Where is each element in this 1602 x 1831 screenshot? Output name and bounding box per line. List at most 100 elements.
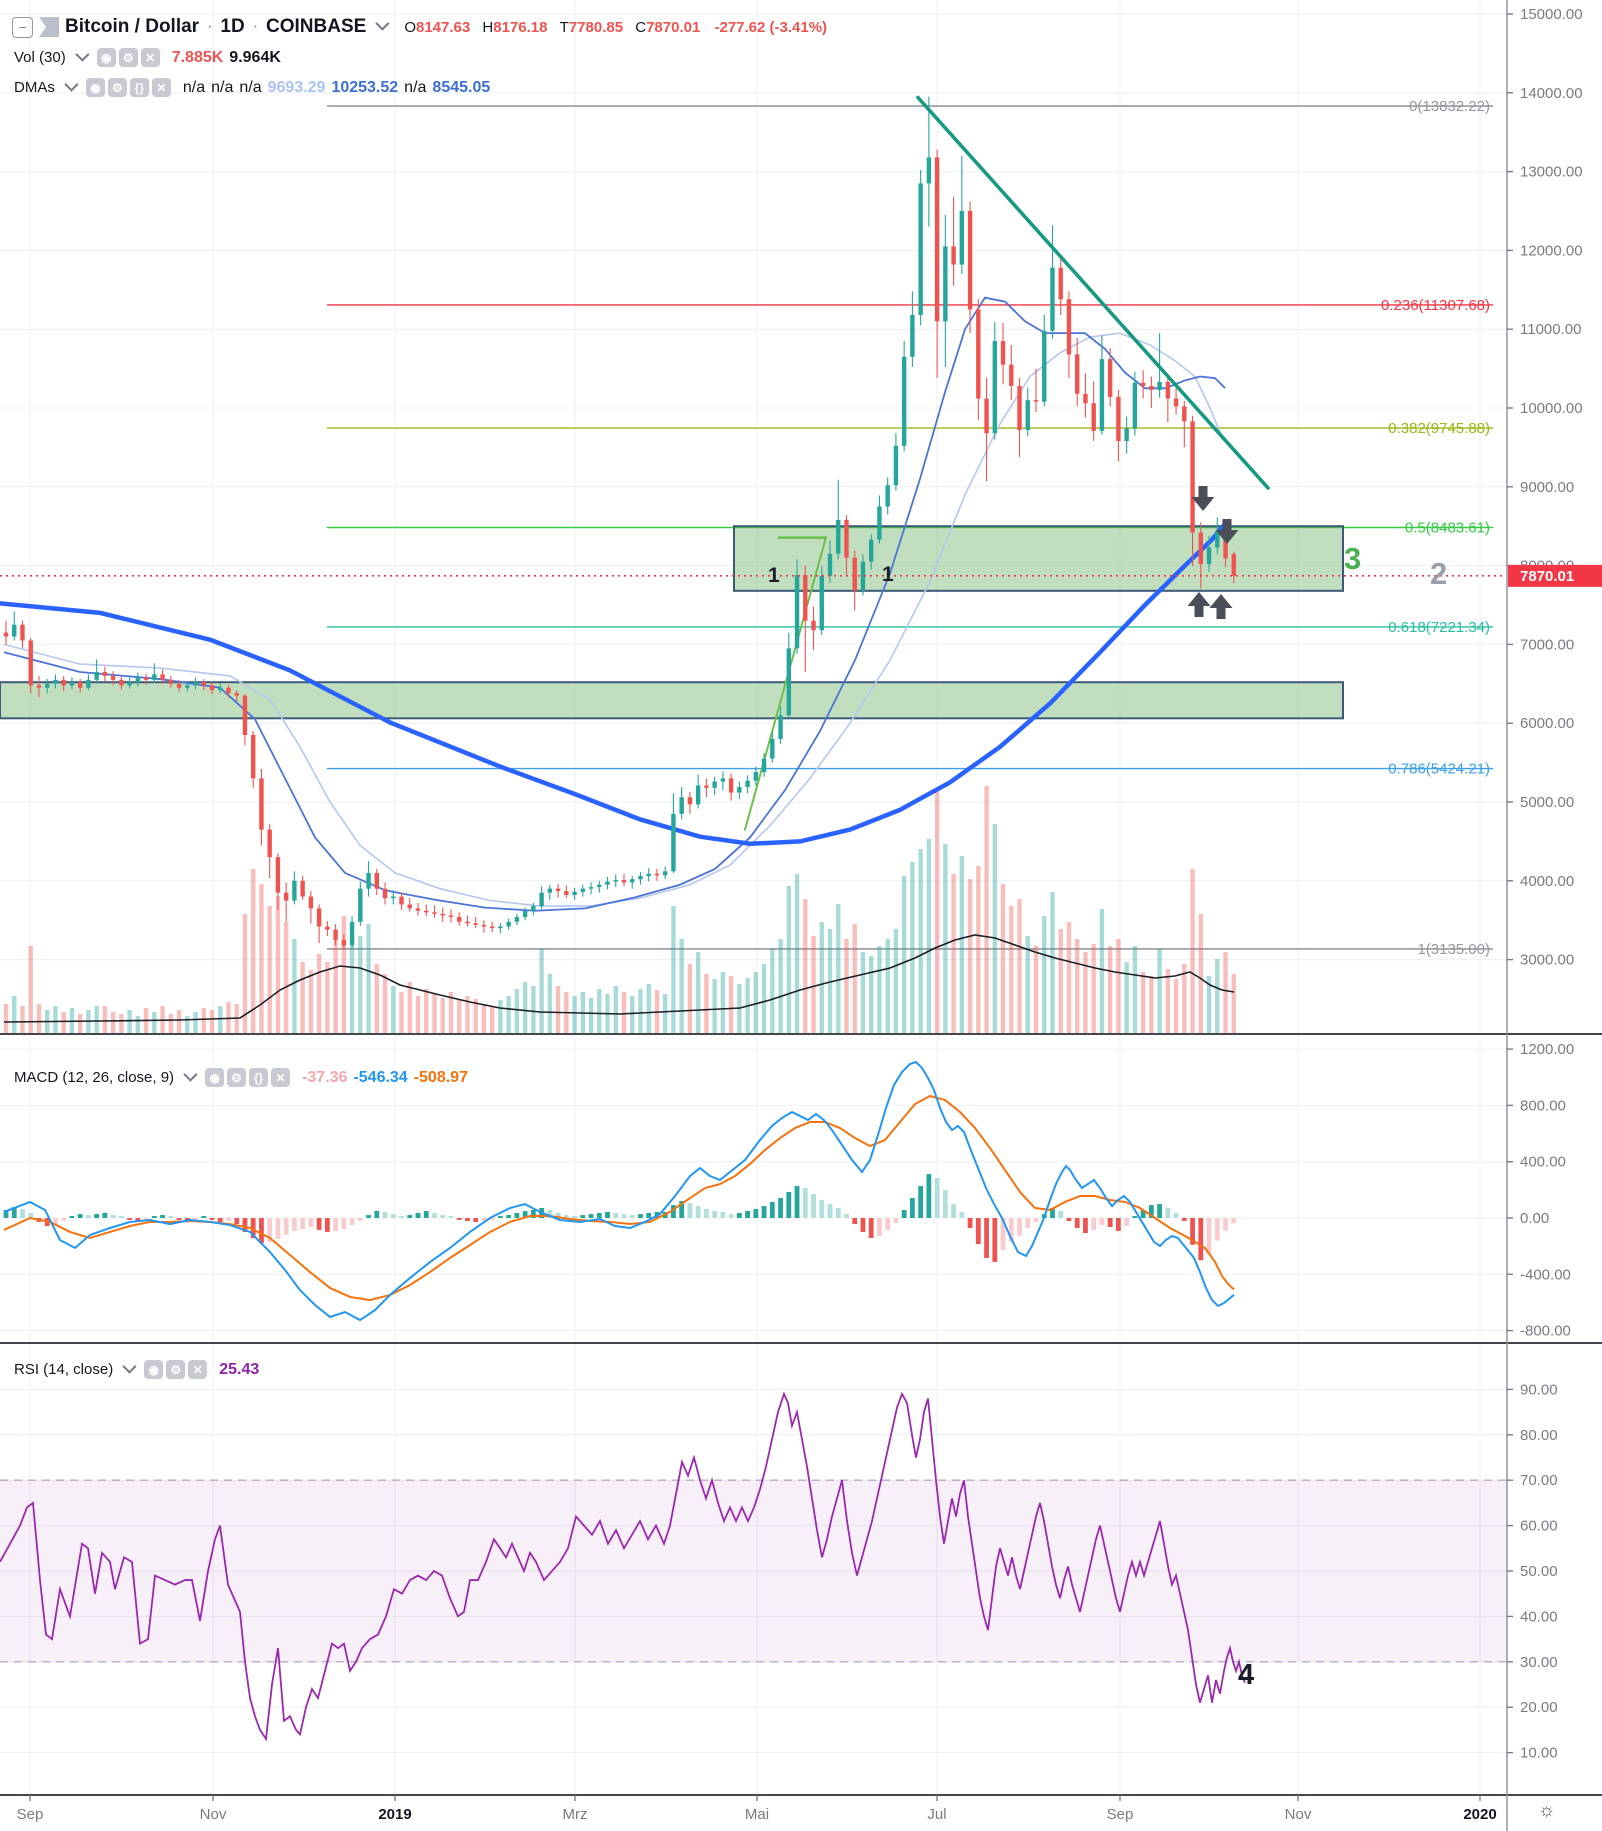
macd-label[interactable]: MACD (12, 26, close, 9) xyxy=(14,1069,175,1086)
high-value: 8176.18 xyxy=(493,18,548,36)
up-arrow-icon[interactable] xyxy=(1187,592,1211,617)
down-arrow-icon[interactable] xyxy=(1215,519,1239,544)
macd-axis-label: 400.00 xyxy=(1520,1154,1566,1171)
price-axis-label: 11000.00 xyxy=(1520,321,1581,338)
rsi-value: 25.43 xyxy=(219,1360,260,1378)
price-axis-label: 14000.00 xyxy=(1520,85,1583,102)
volume-ma-line xyxy=(3,934,1235,1023)
show-hide-icon[interactable]: ◉ xyxy=(205,1068,225,1087)
close-icon[interactable]: ✕ xyxy=(151,78,171,97)
price-axis-label: 12000.00 xyxy=(1520,242,1583,259)
macd-buttons: ◉ ⚙{} ✕ xyxy=(202,1068,291,1087)
rsi-axis-label: 70.00 xyxy=(1520,1472,1558,1489)
rsi-label[interactable]: RSI (14, close) xyxy=(14,1361,114,1378)
close-icon[interactable]: ✕ xyxy=(140,48,160,67)
dma-value-1: 9693.29 xyxy=(267,78,326,96)
macd-line xyxy=(3,1060,1235,1322)
rsi-axis-label: 80.00 xyxy=(1520,1427,1558,1444)
settings-icon[interactable]: ⚙ xyxy=(227,1068,247,1087)
low-value: 7780.85 xyxy=(568,18,624,36)
rsi-axis-label: 30.00 xyxy=(1520,1654,1558,1671)
ma-thick-line xyxy=(0,520,1229,847)
high-label: H xyxy=(482,18,494,36)
settings-icon[interactable]: ⚙ xyxy=(118,48,138,67)
price-axis-label: 10000.00 xyxy=(1520,400,1583,417)
time-axis-label: 2019 xyxy=(378,1806,411,1823)
fib-level-label: 0.618(7221.34) xyxy=(1388,619,1490,636)
collapse-pane-button[interactable]: − xyxy=(12,16,33,38)
show-hide-icon[interactable]: ◉ xyxy=(96,48,116,67)
up-arrow-icon[interactable] xyxy=(1209,594,1233,619)
price-badge: 7870.01 xyxy=(1508,564,1602,587)
chevron-down-icon[interactable] xyxy=(375,16,390,31)
wave-label-3[interactable]: 3 xyxy=(1344,541,1362,576)
chevron-down-icon[interactable] xyxy=(183,1067,198,1082)
close-icon[interactable]: ✕ xyxy=(271,1068,291,1087)
time-axis-label: Nov xyxy=(1285,1806,1312,1823)
time-axis: Sep Nov 2019 Mrz Mai Jul Sep Nov 2020 xyxy=(17,1795,1497,1823)
ohlc-readout: O8147.63 H8176.18 T7780.85 C7870.01 -277… xyxy=(404,19,827,36)
price-axis-label: 4000.00 xyxy=(1520,873,1574,890)
source-code-icon[interactable]: {} xyxy=(249,1068,269,1087)
time-axis-label: Sep xyxy=(17,1806,44,1823)
chevron-down-icon[interactable] xyxy=(122,1359,137,1374)
macd-hist-value: -37.36 xyxy=(302,1068,348,1086)
theme-toggle-icon[interactable]: ☼ xyxy=(1538,1800,1556,1821)
price-axis-label: 13000.00 xyxy=(1520,164,1583,181)
macd-axis-label: 800.00 xyxy=(1520,1097,1566,1114)
fib-level-label: 0.236(11307.68) xyxy=(1381,297,1490,314)
open-label: O xyxy=(404,18,416,36)
rsi-axis-label: 60.00 xyxy=(1520,1518,1558,1535)
down-arrow-icon[interactable] xyxy=(1191,486,1215,511)
macd-axis-label: 0.00 xyxy=(1520,1210,1549,1227)
open-value: 8147.63 xyxy=(416,18,471,36)
macd-signal-line xyxy=(3,1094,1235,1302)
settings-icon[interactable]: ⚙ xyxy=(166,1360,186,1379)
support-trendline xyxy=(744,536,827,831)
show-hide-icon[interactable]: ◉ xyxy=(85,78,105,97)
macd-axis-label: -400.00 xyxy=(1520,1266,1571,1283)
exchange-label[interactable]: COINBASE xyxy=(266,16,367,37)
dot-separator: · xyxy=(207,18,213,35)
dma-na-3: n/a xyxy=(239,78,262,96)
chevron-down-icon[interactable] xyxy=(64,77,79,92)
fib-level-label: 0.382(9745.88) xyxy=(1388,420,1490,437)
fib-level-label: 0(13832.22) xyxy=(1409,98,1490,115)
time-axis-label: Mrz xyxy=(563,1806,588,1823)
close-icon[interactable]: ✕ xyxy=(188,1360,208,1379)
wave-label-2[interactable]: 2 xyxy=(1430,556,1448,591)
time-axis-label: Sep xyxy=(1107,1806,1134,1823)
symbol-logo-icon xyxy=(39,17,59,37)
wave-label-1a[interactable]: 1 xyxy=(768,564,780,587)
volume-study-buttons: ◉ ⚙ ✕ xyxy=(94,48,160,67)
volume-study-header: Vol (30) ◉ ⚙ ✕ 7.885K 9.964K xyxy=(14,47,281,67)
signal-arrows xyxy=(1187,486,1239,619)
fib-labels: 0(13832.22) 0.236(11307.68) 0.382(9745.88)… xyxy=(1381,98,1490,958)
wave-label-1b[interactable]: 1 xyxy=(882,563,894,586)
low-label: T xyxy=(559,18,569,36)
ma-pale-line xyxy=(3,332,1221,907)
symbol-title[interactable]: Bitcoin / Dollar xyxy=(65,16,200,37)
dmas-study-label[interactable]: DMAs xyxy=(14,79,55,96)
time-axis-label: Mai xyxy=(745,1806,769,1823)
rsi-axis-label: 90.00 xyxy=(1520,1381,1558,1398)
dma-na-1: n/a xyxy=(182,78,206,96)
settings-icon[interactable]: ⚙ xyxy=(107,78,127,97)
chevron-down-icon[interactable] xyxy=(75,47,90,62)
price-axis-label: 7000.00 xyxy=(1520,636,1574,653)
time-axis-label: Jul xyxy=(927,1806,946,1823)
rsi-line xyxy=(0,1391,1246,1742)
zone-boxes xyxy=(0,525,1344,720)
price-axis-label: 5000.00 xyxy=(1520,794,1574,811)
source-code-icon[interactable]: {} xyxy=(129,78,149,97)
price-axis-label: 9000.00 xyxy=(1520,479,1574,496)
rsi-axis-label: 50.00 xyxy=(1520,1563,1558,1580)
time-axis-label: Nov xyxy=(200,1806,227,1823)
interval-label[interactable]: 1D xyxy=(220,16,245,37)
dma-value-2: 10253.52 xyxy=(331,78,399,96)
show-hide-icon[interactable]: ◉ xyxy=(144,1360,164,1379)
volume-study-label[interactable]: Vol (30) xyxy=(14,49,66,66)
wave-label-4[interactable]: 4 xyxy=(1238,1659,1255,1691)
